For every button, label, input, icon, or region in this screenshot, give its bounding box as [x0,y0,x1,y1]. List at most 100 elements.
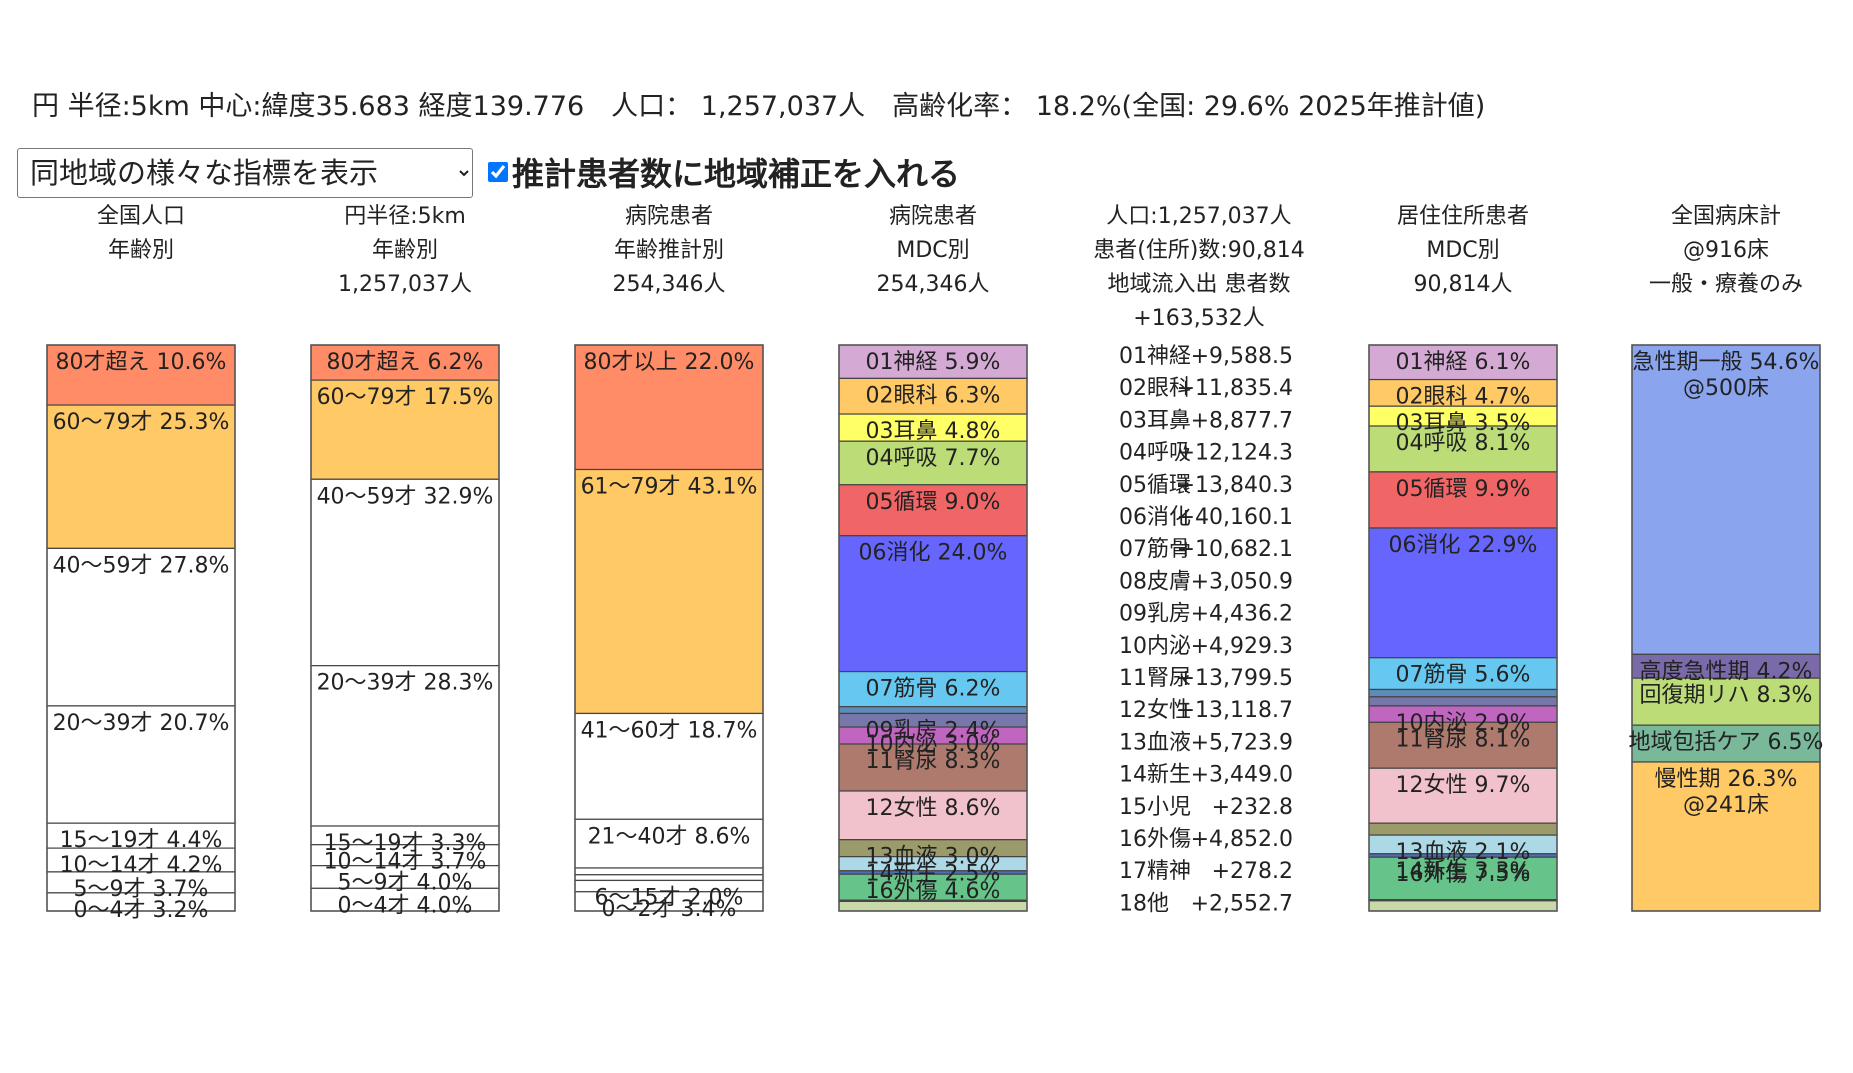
segment-label: 40〜59才 32.9% [317,484,494,509]
segment-label: 13血液 2.1% [1396,840,1531,865]
inflow-value: +12,124.3 [1177,441,1293,466]
segment-label: 5〜9才 3.7% [74,877,209,902]
inflow-value: +10,682.1 [1177,537,1293,562]
region-correction-toggle[interactable]: 推計患者数に地域補正を入れる [488,152,960,193]
segment-sublabel: @500床 [1683,376,1769,401]
inflow-value: +2,552.7 [1191,891,1293,916]
column-header-line: 全国病床計 [1670,204,1781,229]
segment-label: 41〜60才 18.7% [581,718,758,743]
area-info: 円 半径:5km 中心:緯度35.683 経度139.776 人口： 1,257… [32,91,1486,122]
segment-label: 03耳鼻 4.8% [866,419,1001,444]
column-header-line: 人口:1,257,037人 [1106,204,1292,229]
segment-label: 02眼科 4.7% [1396,385,1531,410]
bar-outline [46,344,236,912]
inflow-value: +40,160.1 [1177,505,1293,530]
bar-segment [838,706,1028,715]
segment-label: 01神経 5.9% [866,350,1001,375]
stacked-bar-1: 80才超え 10.6% 60〜79才 25.3% 40〜59才 27.8% 20〜39… [46,344,236,923]
inflow-value: +232.8 [1212,795,1293,820]
segment-label: 20〜39才 20.7% [53,711,230,736]
inflow-mdc-label: 04呼吸 [1119,441,1191,466]
segment-label: 60〜79才 25.3% [53,410,230,435]
bar-segment [838,440,1028,486]
segment-label: 16外傷 7.5% [1396,862,1531,887]
bar-segment [1368,856,1558,901]
segment-label: 80才以上 22.0% [584,350,755,375]
inflow-mdc-label: 15小児 [1119,795,1191,820]
inflow-value: +3,050.9 [1191,569,1293,594]
segment-label: 11腎尿 8.3% [866,749,1001,774]
column-header-2: 円半径:5km 年齢別 1,257,037人 [275,200,535,302]
bar-segment [574,874,764,882]
bar-segment [1368,822,1558,836]
inflow-mdc-label: 06消化 [1119,505,1191,530]
bar-segment [1368,378,1558,407]
bar-segment [1631,761,1821,912]
segment-label: 15〜19才 4.4% [60,828,223,853]
inflow-mdc-label: 12女性 [1119,698,1191,723]
column-header-7: 全国病床計 @916床一般・療養のみ [1596,200,1853,302]
column-header-line: @916床 [1683,238,1769,263]
segment-label: 10内泌 3.0% [866,732,1001,757]
column-header-line: 全国人口 [96,204,185,229]
bar-segment [1368,900,1558,912]
segment-label: 06消化 24.0% [859,541,1008,566]
bar-outline [310,344,500,912]
stacked-bar-3: 80才以上 22.0% 61〜79才 43.1% 41〜60才 18.7% 21〜40… [574,344,764,922]
segment-label: 0〜2才 3.4% [602,897,737,922]
segment-label: 0〜4才 3.2% [74,898,209,923]
bar-segment [46,705,236,824]
segment-label: 回復期リハ 8.3% [1640,683,1813,708]
indicator-select[interactable]: 同地域の様々な指標を表示 [17,148,473,198]
column-header-line: MDC別 [896,238,970,263]
column-header-3: 病院患者 年齢推計別 254,346人 [539,200,799,302]
bar-segment [838,413,1028,442]
segment-label: 60〜79才 17.5% [317,385,494,410]
column-header-line: 居住住所患者 [1396,204,1529,229]
bar-segment [838,790,1028,841]
inflow-value: +13,840.3 [1177,473,1293,498]
bar-segment [838,484,1028,537]
bar-outline [838,344,1028,912]
bar-segment [574,867,764,876]
bar-segment [46,344,236,406]
segment-label: 02眼科 6.3% [866,383,1001,408]
segment-label: 06消化 22.9% [1389,533,1538,558]
segment-label: 09乳房 2.4% [866,718,1001,743]
segment-label: 12女性 9.7% [1396,773,1531,798]
segment-label: 15〜19才 3.3% [324,831,487,856]
bar-outline [574,344,764,912]
bar-segment [46,404,236,549]
inflow-value: +4,929.3 [1191,634,1293,659]
inflow-mdc-label: 07筋骨 [1119,537,1191,562]
inflow-value: +13,118.7 [1177,698,1293,723]
segment-label: 40〜59才 27.8% [53,553,230,578]
inflow-mdc-label: 05循環 [1119,473,1191,498]
segment-label: 0〜4才 4.0% [338,893,473,918]
inflow-value: +278.2 [1212,859,1293,884]
column-header-6: 居住住所患者 MDC別 90,814人 [1333,200,1593,302]
column-header-line: +163,532人 [1133,306,1265,331]
bar-segment [46,822,236,849]
segment-label: 80才超え 6.2% [327,350,484,375]
column-header-4: 病院患者 MDC別 254,346人 [803,200,1063,302]
inflow-mdc-label: 17精神 [1119,859,1191,884]
column-header-line: 一般・療養のみ [1648,272,1803,297]
bar-segment [1631,344,1821,655]
segment-label: 61〜79才 43.1% [581,475,758,500]
segment-label: 16外傷 4.6% [866,879,1001,904]
segment-label: 01神経 6.1% [1396,350,1531,375]
segment-label: 07筋骨 5.6% [1396,663,1531,688]
bar-segment [1368,721,1558,769]
column-header-line: 地域流入出 患者数 [1107,272,1291,297]
inflow-value: +13,799.5 [1177,666,1293,691]
inflow-mdc-label: 02眼科 [1119,376,1191,401]
inflow-mdc-label: 10内泌 [1119,634,1191,659]
region-correction-checkbox[interactable] [488,162,508,182]
bar-segment [1368,471,1558,529]
column-header-1: 全国人口 年齢別 [11,200,271,268]
inflow-mdc-label: 08皮膚 [1119,569,1191,594]
segment-label: 12女性 8.6% [866,796,1001,821]
column-header-line: 年齢別 [371,238,438,263]
